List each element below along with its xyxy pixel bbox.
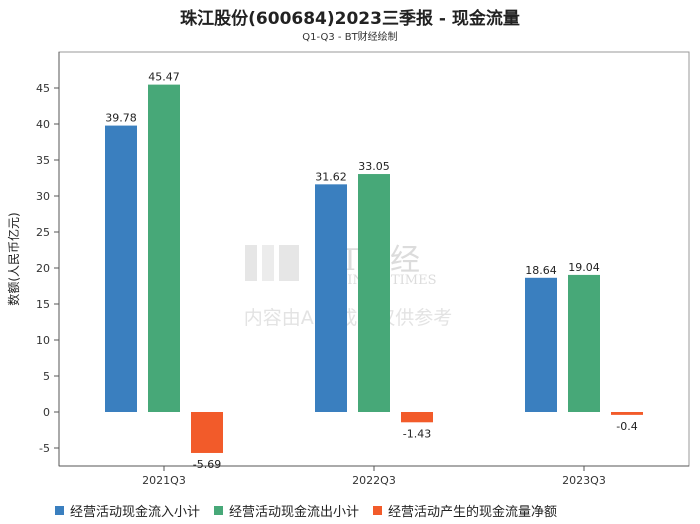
bar-2021Q3-series-3[interactable] (191, 412, 223, 453)
y-tick-label: 40 (36, 118, 50, 131)
data-label-2021Q3-series-2: 45.47 (148, 71, 180, 84)
bar-2023Q3-series-1[interactable] (525, 277, 557, 412)
chart-title: 珠江股份(600684)2023三季报 - 现金流量 (180, 9, 520, 29)
data-label-2022Q3-series-3: -1.43 (403, 427, 431, 440)
watermark: BT财经 BUSINESSTIMES 内容由AI生成，仅供参考 (244, 243, 453, 329)
legend-item-inflow[interactable]: 经营活动现金流入小计 (55, 501, 200, 520)
y-tick-label: 10 (36, 334, 50, 347)
bar-2021Q3-series-2[interactable] (148, 84, 180, 412)
legend-item-net[interactable]: 经营活动产生的现金流量净额 (373, 501, 557, 520)
bar-2022Q3-series-1[interactable] (315, 184, 347, 412)
legend: 经营活动现金流入小计 经营活动现金流出小计 经营活动产生的现金流量净额 (55, 500, 695, 520)
x-axis-ticks: 2021Q3 2022Q3 2023Q3 (142, 466, 606, 487)
x-tick-label: 2021Q3 (142, 474, 186, 487)
bar-2022Q3-series-2[interactable] (358, 174, 390, 412)
y-tick-label: -5 (39, 442, 50, 455)
y-tick-label: 35 (36, 154, 50, 167)
watermark-logo-block-1 (245, 245, 257, 281)
y-tick-label: 30 (36, 190, 50, 203)
y-axis-ticks: -5 0 5 10 15 20 25 30 35 40 45 (36, 82, 59, 455)
data-labels: 39.78 45.47 -5.69 31.62 33.05 -1.43 18.64 19.04… (105, 71, 637, 471)
y-tick-label: 25 (36, 226, 50, 239)
bar-2021Q3-series-1[interactable] (105, 125, 137, 413)
bar-2023Q3-series-3[interactable] (611, 412, 643, 415)
legend-swatch-inflow (55, 505, 64, 515)
y-tick-label: 45 (36, 82, 50, 95)
y-tick-label: 0 (43, 406, 50, 419)
watermark-logo-block-3 (279, 245, 299, 281)
data-label-2023Q3-series-2: 19.04 (568, 261, 600, 274)
legend-label-net: 经营活动产生的现金流量净额 (388, 504, 558, 520)
watermark-notice: 内容由AI生成，仅供参考 (244, 307, 453, 329)
data-label-2023Q3-series-1: 18.64 (525, 264, 557, 277)
data-label-2022Q3-series-1: 31.62 (315, 170, 347, 183)
y-tick-label: 5 (43, 370, 50, 383)
y-axis-label: 数额(人民币亿元) (6, 212, 21, 305)
chart-subtitle: Q1-Q3 - BT财经绘制 (302, 32, 398, 43)
data-label-2023Q3-series-3: -0.4 (616, 420, 637, 433)
bar-2023Q3-series-2[interactable] (568, 274, 600, 412)
legend-label-outflow: 经营活动现金流出小计 (229, 504, 360, 520)
data-label-2022Q3-series-2: 33.05 (358, 160, 390, 173)
bar-2022Q3-series-3[interactable] (401, 412, 433, 423)
data-label-2021Q3-series-1: 39.78 (105, 112, 137, 125)
x-tick-label: 2022Q3 (352, 474, 396, 487)
legend-item-outflow[interactable]: 经营活动现金流出小计 (214, 501, 359, 520)
x-tick-label: 2023Q3 (562, 474, 606, 487)
y-tick-label: 20 (36, 262, 50, 275)
legend-label-inflow: 经营活动现金流入小计 (70, 504, 201, 520)
legend-swatch-outflow (214, 505, 224, 515)
y-tick-label: 15 (36, 298, 50, 311)
legend-swatch-net (373, 505, 383, 515)
data-label-2021Q3-series-3: -5.69 (193, 458, 221, 471)
bar-series (105, 84, 643, 453)
watermark-logo-block-2 (262, 245, 274, 281)
